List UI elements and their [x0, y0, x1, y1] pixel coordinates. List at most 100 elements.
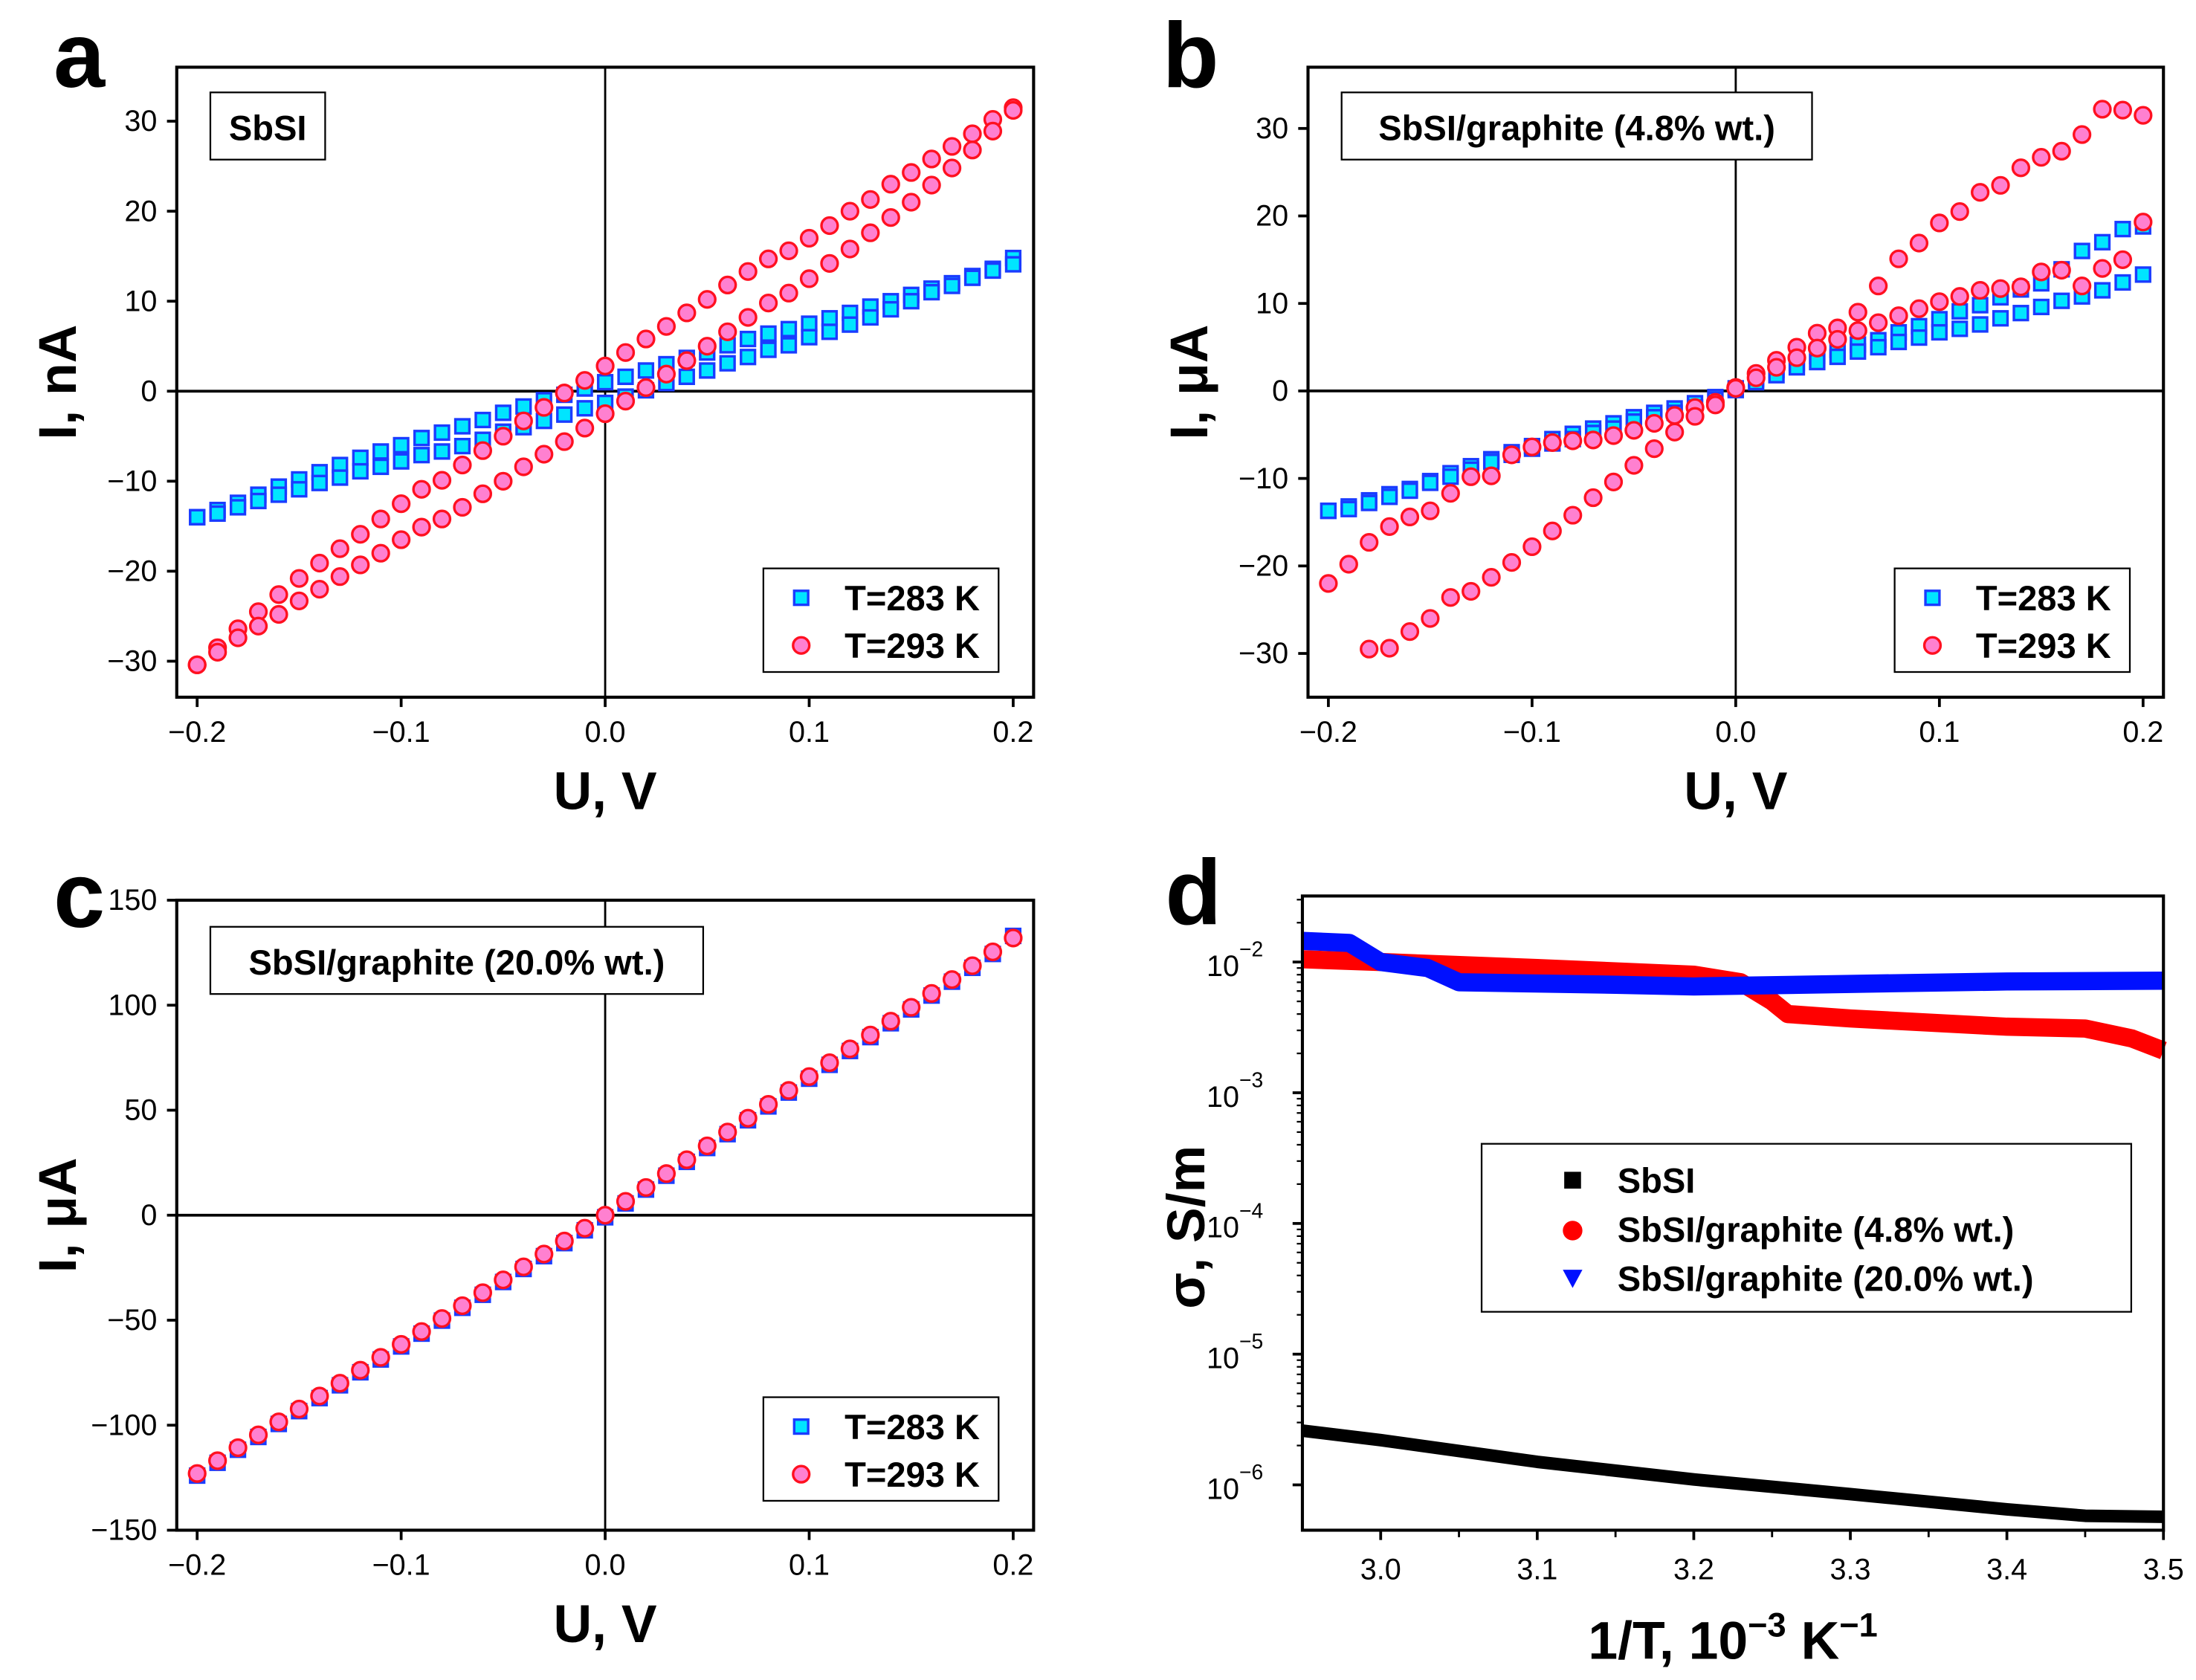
data-point-circle: [677, 1150, 697, 1169]
data-point-circle: [636, 378, 656, 398]
y-tick-label: 50: [124, 1094, 157, 1127]
data-point-circle: [1583, 430, 1603, 450]
data-point-circle: [412, 517, 431, 537]
x-axis-label-main: 1/T, 10: [1588, 1612, 1748, 1671]
data-point-circle: [514, 411, 533, 430]
data-point-circle: [1522, 437, 1542, 456]
data-point-square: [923, 283, 940, 301]
data-point-square: [943, 277, 960, 294]
data-point-circle: [942, 137, 962, 156]
data-point-square: [740, 330, 757, 348]
data-point-square: [2073, 242, 2090, 259]
data-point-circle: [1380, 517, 1399, 536]
data-point-circle: [718, 275, 737, 295]
data-point-square: [1971, 297, 1989, 314]
panel-letter: a: [54, 4, 106, 107]
y-tick-label: 150: [108, 884, 157, 917]
data-point-circle: [208, 1451, 227, 1470]
data-point-circle: [187, 1464, 207, 1483]
y-tick-label: −30: [1239, 637, 1288, 670]
data-point-circle: [1644, 439, 1664, 459]
y-tick-label: −100: [91, 1409, 157, 1441]
x-tick-label: −0.1: [372, 1549, 430, 1582]
sample-label-box: [1340, 91, 1813, 161]
data-point-circle: [1319, 574, 1338, 593]
legend-label: T=293 K: [845, 1455, 980, 1494]
data-point-circle: [983, 121, 1003, 140]
data-point-circle: [1563, 431, 1583, 450]
data-point-circle: [697, 290, 717, 309]
data-point-square: [1004, 256, 1022, 273]
data-point-square: [596, 374, 614, 391]
x-tick-label: 0.0: [585, 1549, 626, 1582]
legend-box: [762, 567, 1000, 673]
panel-letter: c: [54, 844, 105, 947]
data-point-circle: [289, 591, 309, 610]
y-axis-label: σ, S/m: [1157, 1146, 1216, 1309]
data-point-circle: [535, 398, 554, 417]
data-point-square: [2134, 266, 2151, 283]
data-point-circle: [575, 1218, 595, 1238]
data-point-circle: [2093, 259, 2112, 278]
data-point-circle: [453, 1296, 472, 1316]
legend-label: T=283 K: [1976, 578, 2111, 618]
data-point-circle: [1004, 928, 1023, 948]
data-point-circle: [697, 337, 717, 356]
legend-marker: [792, 1464, 811, 1484]
data-point-square: [862, 308, 879, 326]
series-line-circle: [1302, 950, 2167, 1059]
x-tick-label: 3.3: [1830, 1553, 1871, 1586]
data-point-circle: [595, 1206, 615, 1225]
data-point-circle: [330, 539, 349, 558]
legend-label: SbSI: [1618, 1161, 1696, 1201]
y-tick-label: −30: [107, 645, 157, 678]
data-point-square: [2032, 298, 2050, 316]
data-point-square: [760, 325, 777, 342]
y-tick-label: 100: [108, 989, 157, 1021]
data-point-circle: [738, 308, 758, 327]
data-point-square: [453, 418, 471, 435]
legend-label: T=293 K: [845, 626, 980, 665]
data-point-circle: [758, 293, 778, 313]
data-point-circle: [1848, 321, 1867, 340]
data-point-circle: [799, 228, 819, 248]
data-point-square: [1320, 503, 1337, 520]
data-point-square: [413, 430, 430, 447]
x-tick-label: 3.4: [1986, 1553, 2027, 1586]
data-point-square: [433, 424, 450, 442]
data-point-square: [352, 462, 369, 480]
data-point-circle: [1624, 421, 1644, 440]
data-point-circle: [269, 585, 288, 604]
x-tick-label: 3.0: [1360, 1553, 1401, 1586]
data-point-square: [2093, 282, 2111, 299]
data-point-circle: [371, 543, 390, 563]
data-point-circle: [1421, 609, 1440, 628]
legend-box: [1893, 567, 2131, 673]
y-tick-base: 10: [1207, 1343, 1239, 1375]
data-point-circle: [473, 441, 493, 460]
x-tick-label: 0.1: [789, 716, 830, 749]
data-point-circle: [289, 569, 309, 588]
data-point-circle: [494, 471, 513, 491]
data-point-circle: [412, 479, 431, 499]
data-point-square: [821, 310, 839, 327]
data-point-square: [453, 437, 471, 455]
data-point-circle: [1665, 422, 1685, 442]
x-tick-label: 3.5: [2143, 1553, 2184, 1586]
data-point-circle: [514, 457, 533, 476]
data-point-square: [291, 481, 308, 498]
data-point-circle: [1991, 279, 2010, 298]
x-axis-label: U, V: [553, 1595, 656, 1654]
data-point-square: [352, 449, 369, 466]
data-point-circle: [1909, 299, 1929, 318]
data-point-circle: [1339, 555, 1358, 574]
data-point-square: [515, 398, 532, 415]
data-point-circle: [902, 193, 921, 212]
data-point-circle: [412, 1322, 431, 1341]
data-point-circle: [616, 391, 636, 411]
data-point-circle: [310, 579, 329, 599]
sample-label-box: [209, 91, 326, 161]
data-point-circle: [1950, 202, 1969, 222]
data-point-circle: [636, 329, 656, 349]
